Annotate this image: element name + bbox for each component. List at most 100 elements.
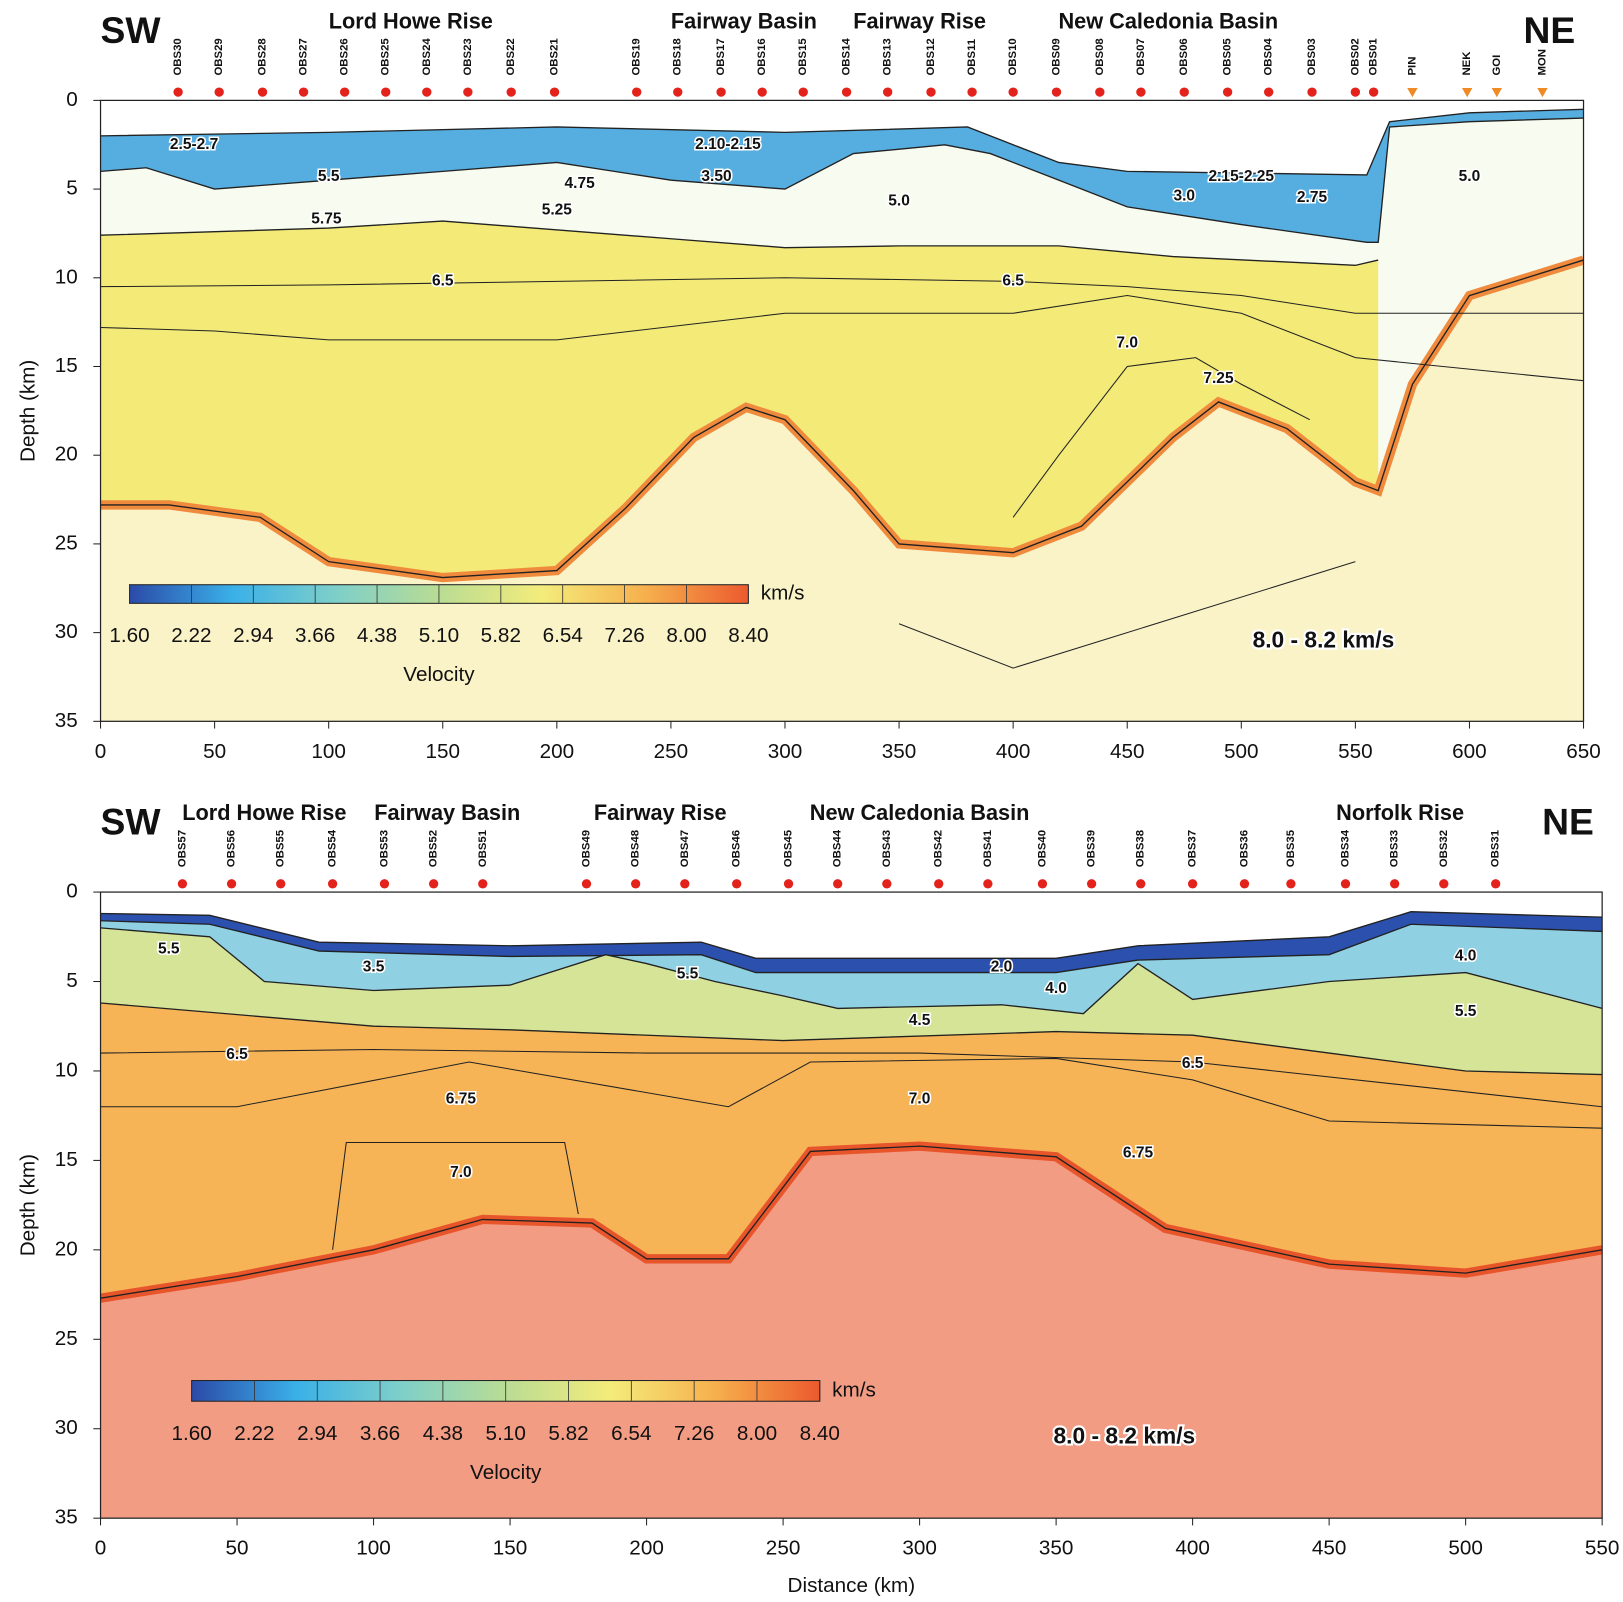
colorbar-unit: km/s bbox=[761, 581, 805, 604]
region-label: Lord Howe Rise bbox=[182, 800, 346, 825]
layer-boundary bbox=[100, 108, 1584, 176]
station-label: OBS01 bbox=[1368, 38, 1380, 76]
y-tick-label: 5 bbox=[66, 177, 78, 200]
layer-boundary bbox=[100, 220, 1379, 267]
colorbar-tick-label: 8.40 bbox=[728, 624, 768, 647]
region-label: Norfolk Rise bbox=[1336, 800, 1464, 825]
layer-boundary bbox=[100, 920, 1603, 974]
station-marker bbox=[381, 87, 391, 97]
contour-label: 7.0 bbox=[450, 1164, 472, 1181]
station-label: OBS13 bbox=[882, 38, 894, 75]
station-label: OBS33 bbox=[1389, 830, 1401, 867]
station-label: OBS17 bbox=[715, 38, 727, 75]
y-tick-label: 35 bbox=[55, 709, 78, 732]
station-marker bbox=[549, 87, 560, 97]
colorbar-tick-label: 2.94 bbox=[233, 624, 273, 647]
contour-label: 2.10-2.15 bbox=[695, 136, 761, 153]
station-label: OBS41 bbox=[982, 829, 994, 867]
station-marker bbox=[340, 87, 350, 97]
contour-label: 4.75 bbox=[565, 175, 596, 192]
station-label: OBS46 bbox=[731, 830, 743, 867]
x-tick-label: 650 bbox=[1566, 740, 1601, 763]
station-label: OBS43 bbox=[881, 830, 893, 867]
station-marker bbox=[833, 879, 843, 889]
colorbar-tick-label: 2.22 bbox=[234, 1422, 274, 1445]
station-marker bbox=[882, 879, 892, 889]
contour-label: 4.0 bbox=[1455, 948, 1477, 965]
layer-boundary bbox=[100, 1145, 1603, 1299]
station-marker bbox=[630, 879, 641, 889]
x-tick-label: 0 bbox=[95, 740, 107, 763]
colorbar-tick-label: 6.54 bbox=[543, 624, 583, 647]
station-marker bbox=[1051, 87, 1062, 97]
station-label: PIN bbox=[1406, 57, 1418, 76]
x-tick-label: 200 bbox=[629, 1537, 664, 1560]
station-label: OBS54 bbox=[327, 829, 339, 867]
plot-area bbox=[100, 892, 1603, 1519]
x-axis-label: Distance (km) bbox=[788, 1574, 916, 1597]
y-axis-label: Depth (km) bbox=[17, 1154, 40, 1256]
x-tick-label: 350 bbox=[1039, 1537, 1074, 1560]
station-label: OBS48 bbox=[630, 830, 642, 867]
station-label: OBS25 bbox=[380, 38, 392, 76]
station-marker bbox=[177, 879, 188, 889]
station-marker bbox=[883, 87, 893, 97]
y-tick-label: 10 bbox=[55, 265, 78, 288]
station-label: OBS38 bbox=[1135, 830, 1147, 867]
colorbar-tick-label: 4.38 bbox=[423, 1422, 463, 1445]
contour-label: 5.5 bbox=[677, 965, 699, 982]
station-marker bbox=[506, 87, 516, 97]
station-marker bbox=[1350, 87, 1361, 97]
plot-frame bbox=[99, 891, 1603, 1519]
station-marker bbox=[673, 87, 683, 97]
colorbar-tick-label: 5.82 bbox=[481, 624, 521, 647]
x-tick-label: 500 bbox=[1224, 740, 1259, 763]
station-label: MON bbox=[1536, 49, 1548, 76]
contour-label: 5.0 bbox=[1459, 168, 1481, 185]
region-label: Lord Howe Rise bbox=[329, 9, 493, 34]
station-label: OBS32 bbox=[1438, 830, 1450, 867]
contour-label: 5.5 bbox=[1455, 1003, 1477, 1020]
colorbar-tick-label: 1.60 bbox=[109, 624, 149, 647]
station-label: OBS12 bbox=[925, 38, 937, 75]
x-tick-label: 250 bbox=[766, 1537, 801, 1560]
y-tick-label: 25 bbox=[55, 1327, 78, 1350]
station-label: OBS04 bbox=[1263, 38, 1275, 76]
x-tick-label: 300 bbox=[768, 740, 803, 763]
contour-label: 6.75 bbox=[1123, 1144, 1154, 1161]
station-marker bbox=[1264, 87, 1274, 97]
x-tick-label: 0 bbox=[95, 1537, 107, 1560]
station-marker bbox=[983, 879, 993, 889]
station-marker bbox=[632, 87, 642, 97]
y-tick-label: 20 bbox=[55, 1237, 78, 1260]
colorbar-tick-label: 6.54 bbox=[611, 1422, 651, 1445]
contour-line bbox=[100, 277, 1584, 314]
x-tick-label: 550 bbox=[1585, 1537, 1620, 1560]
station-label: OBS35 bbox=[1285, 829, 1297, 867]
station-label: OBS37 bbox=[1187, 830, 1199, 867]
colorbar-tick-label: 2.94 bbox=[297, 1422, 337, 1445]
colorbar-tick-label: 7.26 bbox=[604, 624, 644, 647]
station-label: OBS24 bbox=[421, 38, 433, 76]
land-station-marker bbox=[1461, 87, 1473, 98]
contour-label: 2.15-2.25 bbox=[1209, 168, 1275, 185]
colorbar-tick-label: 5.10 bbox=[486, 1422, 526, 1445]
plot-frame bbox=[99, 99, 1585, 722]
land-station-marker bbox=[1537, 87, 1548, 98]
station-marker bbox=[276, 879, 286, 889]
station-label: OBS27 bbox=[298, 38, 310, 75]
station-marker bbox=[716, 87, 726, 97]
x-tick-label: 500 bbox=[1448, 1537, 1483, 1560]
region-label: Fairway Rise bbox=[853, 9, 986, 34]
contour-line bbox=[898, 561, 1356, 669]
y-tick-label: 25 bbox=[55, 531, 78, 554]
station-marker bbox=[1086, 879, 1097, 889]
x-tick-label: 450 bbox=[1312, 1537, 1347, 1560]
region-label: New Caledonia Basin bbox=[1058, 9, 1278, 34]
station-label: OBS52 bbox=[428, 830, 440, 867]
station-marker bbox=[757, 87, 767, 97]
colorbar-tick-label: 8.40 bbox=[800, 1422, 840, 1445]
station-marker bbox=[428, 879, 439, 889]
station-label: OBS55 bbox=[275, 829, 287, 867]
